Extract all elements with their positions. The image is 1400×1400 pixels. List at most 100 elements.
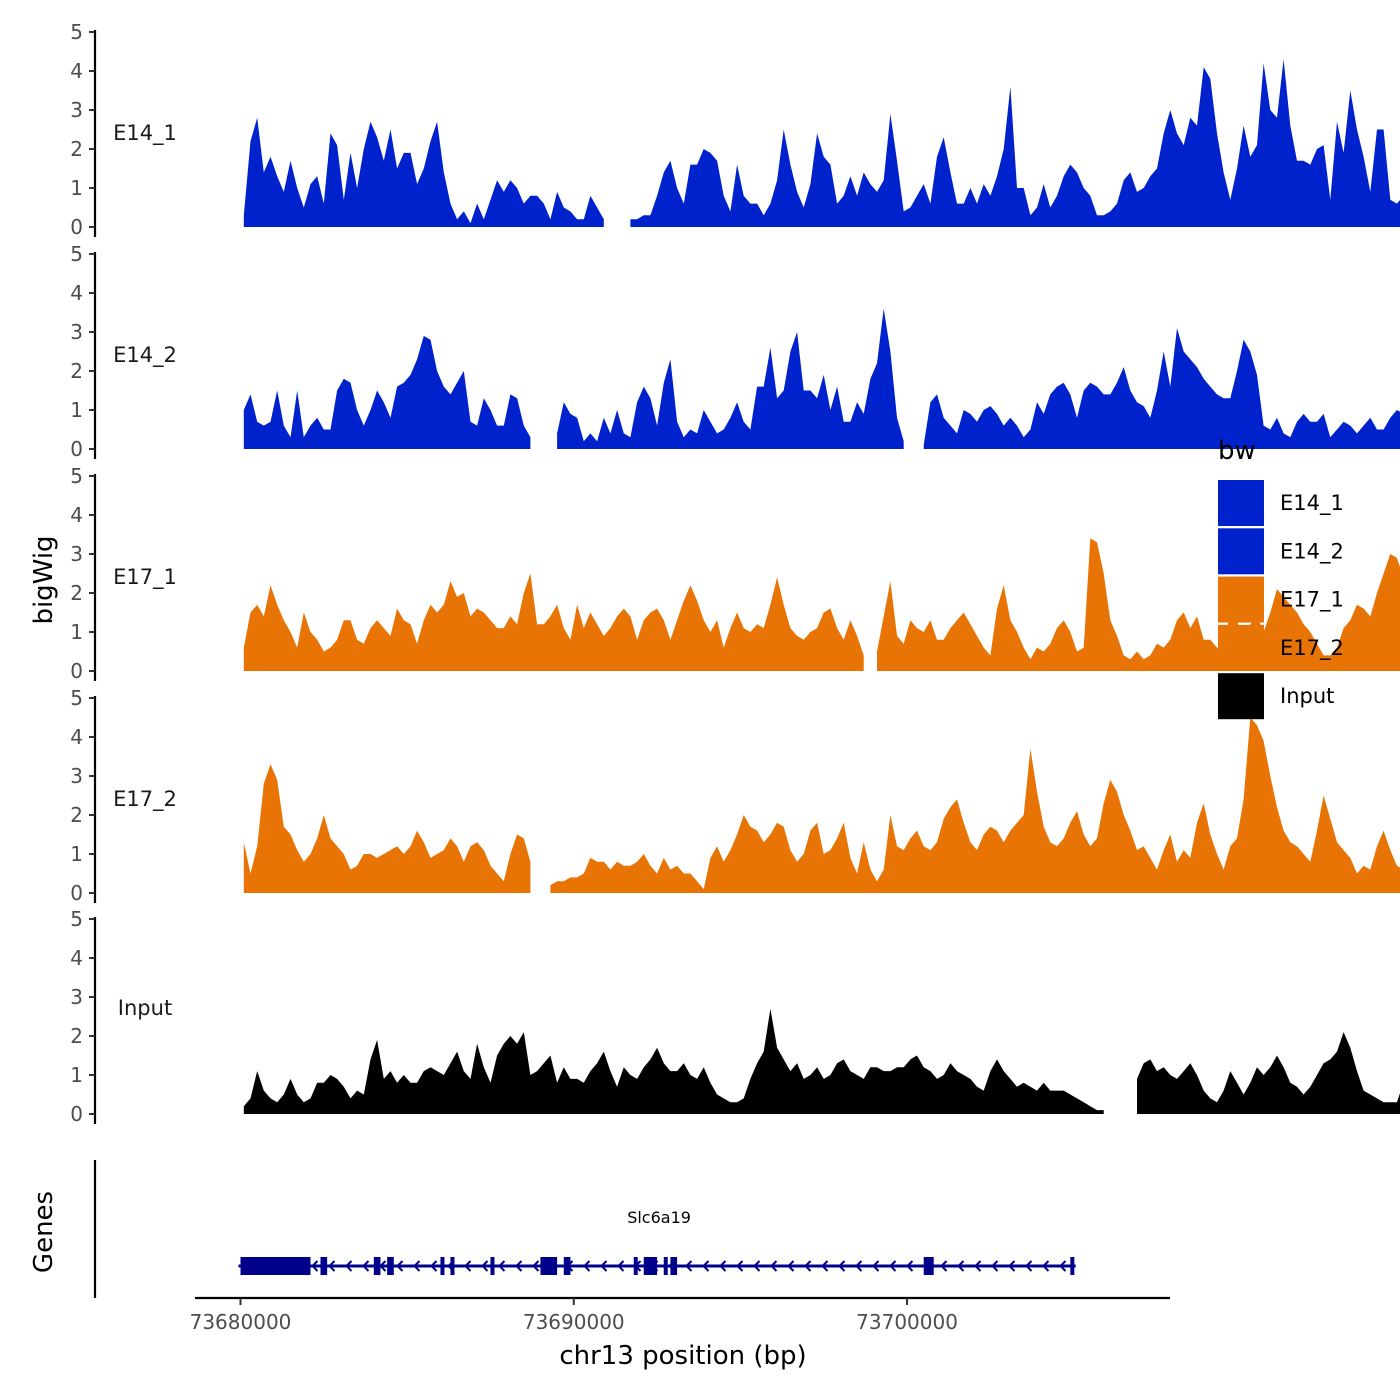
area-e17_1-segment-0 (243, 573, 864, 671)
genes-track-title: Genes (29, 1191, 59, 1273)
y-tick-label: 4 (70, 725, 83, 749)
strand-arrow (481, 1260, 489, 1272)
legend-key-e17_1 (1218, 576, 1264, 623)
y-tick-label: 0 (70, 881, 83, 905)
y-tick-label: 2 (70, 581, 83, 605)
strand-arrow (413, 1260, 421, 1272)
strand-arrow (974, 1260, 982, 1272)
strand-arrow (617, 1260, 625, 1272)
area-input-segment-0 (243, 1008, 1104, 1114)
strand-arrow (855, 1260, 863, 1272)
y-tick-label: 4 (70, 946, 83, 970)
strand-arrow (498, 1260, 506, 1272)
legend-label-e14_2: E14_2 (1280, 539, 1344, 564)
gene-exon (320, 1257, 328, 1275)
x-axis: 73680000 73690000 73700000 (190, 1296, 1170, 1334)
strand-arrow (311, 1260, 319, 1272)
area-e14_2-segment-1 (557, 308, 904, 449)
gene-exon (923, 1257, 934, 1275)
strand-arrow (464, 1260, 472, 1272)
y-tick-label: 0 (70, 437, 83, 461)
track-label-e14_2: E14_2 (113, 343, 177, 368)
area-e14_1-segment-0 (243, 117, 604, 227)
area-e17_1-segment-1 (877, 538, 1400, 671)
y-tick-label: 0 (70, 1102, 83, 1126)
strand-arrow (991, 1260, 999, 1272)
strand-arrow (532, 1260, 540, 1272)
gene-label: Slc6a19 (627, 1208, 691, 1227)
y-tick-label: 1 (70, 842, 83, 866)
genes-track: Slc6a19 (93, 1160, 1076, 1298)
gene-exon (663, 1257, 668, 1275)
tracks: 0 1 2 3 4 5 E14_1 0 1 2 3 4 5 E14_2 0 1 2 3 4 5 E17_1 0 1 2 3 4 5 E… (70, 20, 1400, 1126)
strand-arrow (600, 1260, 608, 1272)
gene-slc6a19: Slc6a19 (238, 1208, 1076, 1275)
gene-exon (670, 1257, 678, 1275)
strand-arrow (804, 1260, 812, 1272)
legend-key-e17_2 (1218, 624, 1264, 671)
gene-exon (643, 1257, 658, 1275)
y-tick-label: 1 (70, 176, 83, 200)
area-e14_2-segment-0 (243, 335, 531, 449)
strand-arrow (753, 1260, 761, 1272)
track-label-e17_2: E17_2 (113, 787, 177, 812)
strand-arrow (787, 1260, 795, 1272)
strand-arrow (1008, 1260, 1016, 1272)
legend-label-e14_1: E14_1 (1280, 491, 1344, 516)
legend-label-e17_2: E17_2 (1280, 636, 1344, 661)
track-e17_2: 0 1 2 3 4 5 E17_2 (70, 686, 1400, 905)
x-tick-label: 73690000 (523, 1310, 625, 1334)
track-input: 0 1 2 3 4 5 Input (70, 907, 1400, 1126)
area-e17_2-segment-0 (243, 764, 531, 893)
y-tick-label: 2 (70, 1024, 83, 1048)
strand-arrow (957, 1260, 965, 1272)
y-tick-label: 1 (70, 398, 83, 422)
x-tick-label: 73680000 (190, 1310, 292, 1334)
x-axis-title: chr13 position (bp) (559, 1341, 806, 1371)
legend: bw E14_1 E14_2 E17_1 E17_2 Input (1218, 436, 1344, 720)
gene-exon (240, 1257, 311, 1275)
y-axis-title: bigWig (29, 535, 59, 624)
gene-exon (563, 1257, 571, 1275)
strand-arrow (719, 1260, 727, 1272)
strand-arrow (872, 1260, 880, 1272)
y-tick-label: 5 (70, 20, 83, 44)
y-tick-label: 0 (70, 215, 83, 239)
gene-exon (540, 1257, 558, 1275)
y-tick-label: 0 (70, 659, 83, 683)
strand-arrow (838, 1260, 846, 1272)
strand-arrow (1025, 1260, 1033, 1272)
area-e17_2-segment-1 (550, 717, 1400, 893)
strand-arrow (736, 1260, 744, 1272)
strand-arrow (396, 1260, 404, 1272)
area-e14_2-segment-2 (923, 328, 1400, 449)
strand-arrow (583, 1260, 591, 1272)
strand-arrow (1059, 1260, 1067, 1272)
y-tick-label: 5 (70, 686, 83, 710)
y-tick-label: 3 (70, 542, 83, 566)
y-tick-label: 4 (70, 503, 83, 527)
legend-label-input: Input (1280, 684, 1334, 708)
y-tick-label: 5 (70, 907, 83, 931)
y-tick-label: 2 (70, 359, 83, 383)
y-tick-label: 2 (70, 137, 83, 161)
strand-arrow (1042, 1260, 1050, 1272)
strand-arrow (770, 1260, 778, 1272)
gene-exon (450, 1257, 455, 1275)
gene-exon (440, 1257, 445, 1275)
strand-arrow (889, 1260, 897, 1272)
area-input-segment-1 (1137, 1032, 1400, 1114)
gene-exon (633, 1257, 638, 1275)
y-tick-label: 5 (70, 242, 83, 266)
track-e14_1: 0 1 2 3 4 5 E14_1 (70, 20, 1400, 239)
area-e14_1-segment-1 (630, 59, 1400, 227)
gene-exon (387, 1257, 394, 1275)
strand-arrow (821, 1260, 829, 1272)
strand-arrow (940, 1260, 948, 1272)
track-e14_2: 0 1 2 3 4 5 E14_2 (70, 242, 1400, 461)
strand-arrow (685, 1260, 693, 1272)
strand-arrow (515, 1260, 523, 1272)
x-tick-label: 73700000 (856, 1310, 958, 1334)
